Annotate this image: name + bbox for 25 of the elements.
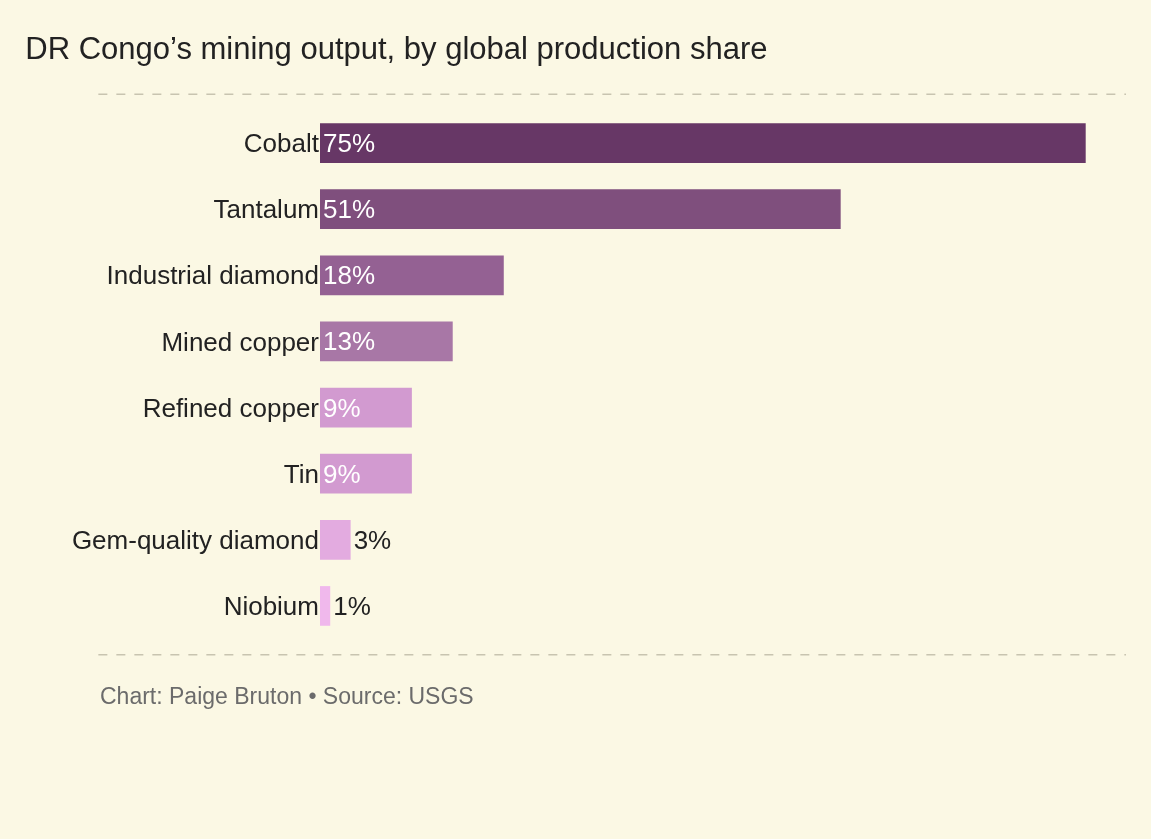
- data-label: 51%: [323, 194, 376, 225]
- data-label: 9%: [323, 458, 361, 489]
- bar: [320, 519, 351, 560]
- y-tick-label: Cobalt: [243, 128, 320, 159]
- data-label: 18%: [323, 260, 376, 291]
- bar: [320, 586, 331, 626]
- y-tick-label: Tin: [283, 458, 319, 489]
- y-tick-label: Mined copper: [161, 326, 320, 357]
- y-tick-label: Refined copper: [142, 392, 320, 423]
- bar: [320, 255, 504, 296]
- data-label: 75%: [323, 128, 376, 159]
- text: Chart: Paige Bruton • Source: USGS: [100, 683, 474, 709]
- data-label: 3%: [353, 524, 392, 555]
- data-label: 1%: [333, 590, 371, 621]
- bar: [320, 123, 1086, 163]
- data-label: 9%: [323, 392, 361, 423]
- bar: [320, 321, 453, 362]
- y-tick-label: Gem-quality diamond: [71, 524, 319, 555]
- data-label: 13%: [323, 326, 376, 357]
- y-tick-label: Industrial diamond: [106, 260, 319, 291]
- bar: [320, 453, 412, 494]
- y-tick-label: Tantalum: [213, 194, 319, 225]
- bar: [320, 189, 841, 230]
- chart-title: DR Congo’s mining output, by global production share: [25, 31, 768, 67]
- y-tick-label: Niobium: [223, 591, 319, 622]
